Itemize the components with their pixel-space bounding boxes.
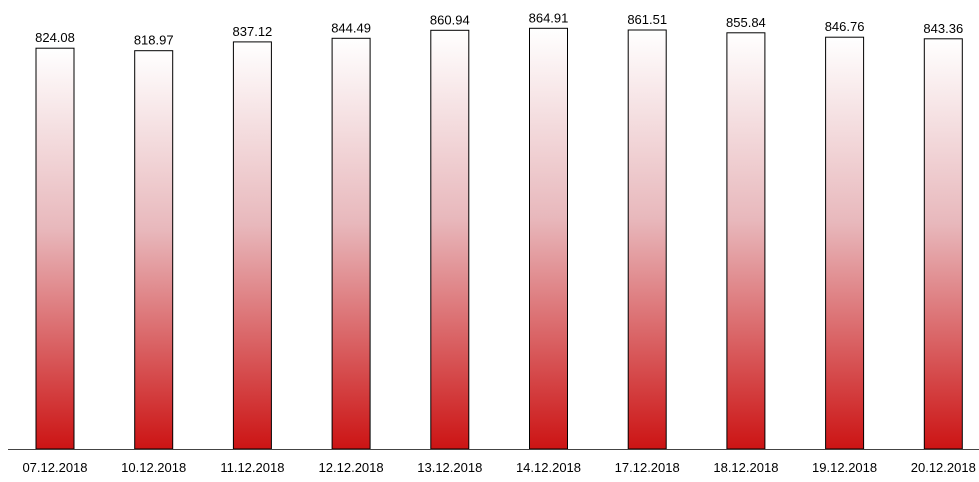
x-tick-label: 18.12.2018 <box>713 460 778 475</box>
x-tick-label: 20.12.2018 <box>911 460 976 475</box>
bar-value-label: 861.51 <box>627 12 667 27</box>
x-tick-label: 17.12.2018 <box>615 460 680 475</box>
x-tick-label: 14.12.2018 <box>516 460 581 475</box>
labels-layer: 824.08 818.97 837.12 844.49 860.94 864.91 861.… <box>35 10 963 47</box>
bar-14.12.2018 <box>529 27 568 450</box>
x-tick-label: 19.12.2018 <box>812 460 877 475</box>
bar-value-label: 837.12 <box>233 24 273 39</box>
bar-value-label: 844.49 <box>331 20 371 35</box>
bar-value-label: 860.94 <box>430 12 470 27</box>
bar-07.12.2018 <box>35 47 75 450</box>
bars-layer <box>35 27 963 450</box>
bar-11.12.2018 <box>232 41 272 450</box>
bar-value-label: 846.76 <box>825 19 865 34</box>
bar-17.12.2018 <box>627 29 667 450</box>
bar-value-label: 824.08 <box>35 30 75 45</box>
x-tick-label: 12.12.2018 <box>319 460 384 475</box>
x-tick-label: 07.12.2018 <box>22 460 87 475</box>
x-tick-label: 10.12.2018 <box>121 460 186 475</box>
x-tick-labels: 07.12.2018 10.12.2018 11.12.2018 12.12.2018… <box>22 460 975 475</box>
bar-20.12.2018 <box>923 38 963 450</box>
bar-12.12.2018 <box>331 37 371 450</box>
bar-19.12.2018 <box>825 36 865 450</box>
x-tick-label: 13.12.2018 <box>417 460 482 475</box>
bar-value-label: 818.97 <box>134 33 174 48</box>
bar-13.12.2018 <box>430 29 470 450</box>
bar-value-label: 864.91 <box>529 10 569 25</box>
bar-18.12.2018 <box>726 32 766 450</box>
bar-value-label: 843.36 <box>923 21 963 36</box>
bar-value-label: 855.84 <box>726 15 766 30</box>
bar-10.12.2018 <box>134 50 174 450</box>
x-tick-label: 11.12.2018 <box>220 460 284 475</box>
